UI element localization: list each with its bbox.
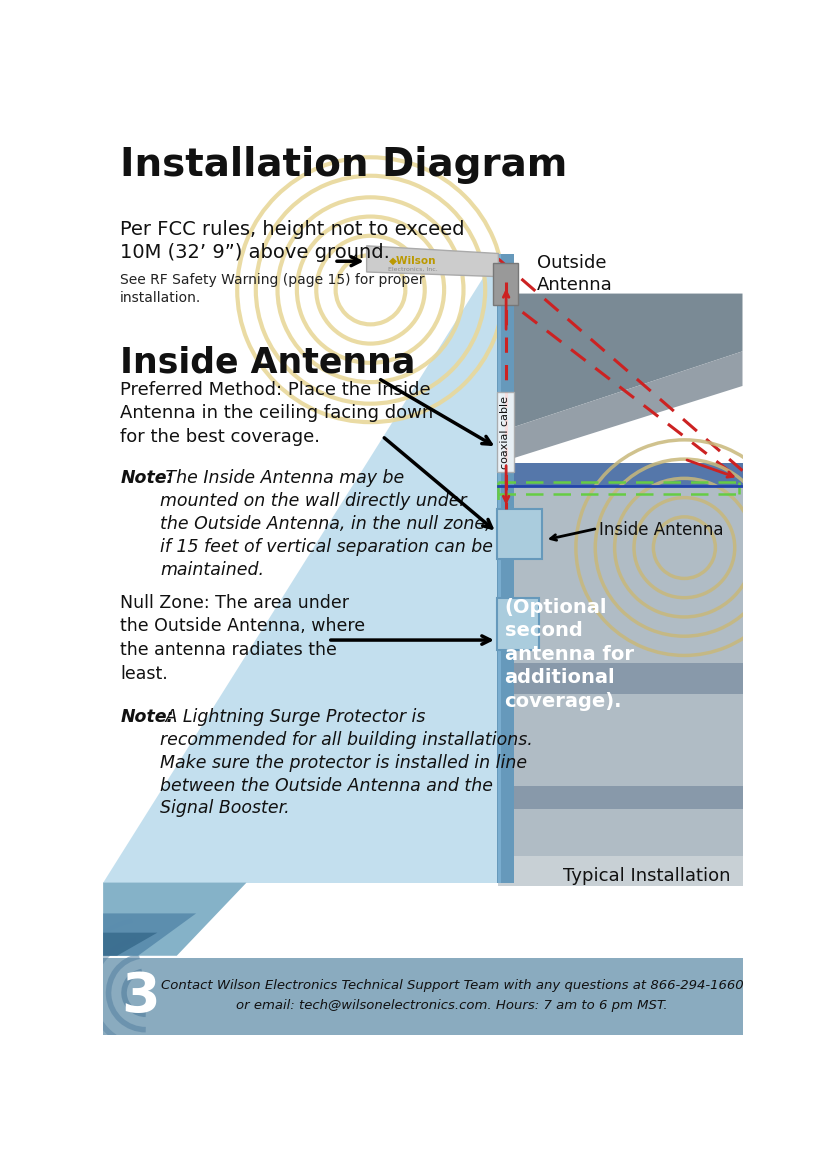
Text: The Inside Antenna may be
mounted on the wall directly under
the Outside Antenna: The Inside Antenna may be mounted on the… [161,469,493,579]
Bar [497,598,540,650]
Text: Null Zone: The area under
the Outside Antenna, where
the antenna radiates the
le: Null Zone: The area under the Outside An… [120,594,365,683]
Polygon shape [498,786,742,809]
Polygon shape [103,913,196,956]
Text: Inside Antenna: Inside Antenna [599,521,724,538]
Polygon shape [103,883,247,956]
Text: See RF Safety Warning (page 15) for proper
installation.: See RF Safety Warning (page 15) for prop… [120,273,425,305]
Text: Preferred Method: Place the Inside
Antenna in the ceiling facing down
for the be: Preferred Method: Place the Inside Anten… [120,380,433,445]
Polygon shape [498,663,742,694]
Polygon shape [498,486,742,886]
Text: Inside Antenna: Inside Antenna [120,345,416,380]
Text: Installation Diagram: Installation Diagram [120,145,568,184]
Bar [497,254,514,883]
Text: coaxial cable: coaxial cable [500,395,511,469]
Text: or email: tech@wilsonelectronics.com. Hours: 7 am to 6 pm MST.: or email: tech@wilsonelectronics.com. Ho… [236,999,667,1012]
Text: Note:: Note: [120,469,174,487]
Polygon shape [103,254,498,883]
Polygon shape [498,351,742,463]
Text: Outside
Antenna: Outside Antenna [537,254,613,294]
Bar [498,254,502,883]
Polygon shape [498,856,742,886]
Text: Electronics, Inc.: Electronics, Inc. [389,266,438,271]
Text: Contact Wilson Electronics Technical Support Team with any questions at 866-294-: Contact Wilson Electronics Technical Sup… [161,978,743,992]
Bar [497,509,542,559]
Text: ◆Wilson: ◆Wilson [389,256,437,266]
Polygon shape [366,245,498,277]
Polygon shape [498,293,742,433]
Polygon shape [103,933,158,956]
Bar [493,263,518,305]
Text: Note:: Note: [120,708,174,726]
Text: Per FCC rules, height not to exceed
10M (32’ 9”) above ground.: Per FCC rules, height not to exceed 10M … [120,221,464,262]
Text: A Lightning Surge Protector is
recommended for all building installations.
Make : A Lightning Surge Protector is recommend… [161,708,533,818]
Bar [103,958,742,1035]
Text: (Optional
second
antenna for
additional
coverage).: (Optional second antenna for additional … [505,598,634,711]
Text: Typical Installation: Typical Installation [563,868,731,885]
Text: 3: 3 [121,970,159,1023]
Polygon shape [498,463,742,486]
